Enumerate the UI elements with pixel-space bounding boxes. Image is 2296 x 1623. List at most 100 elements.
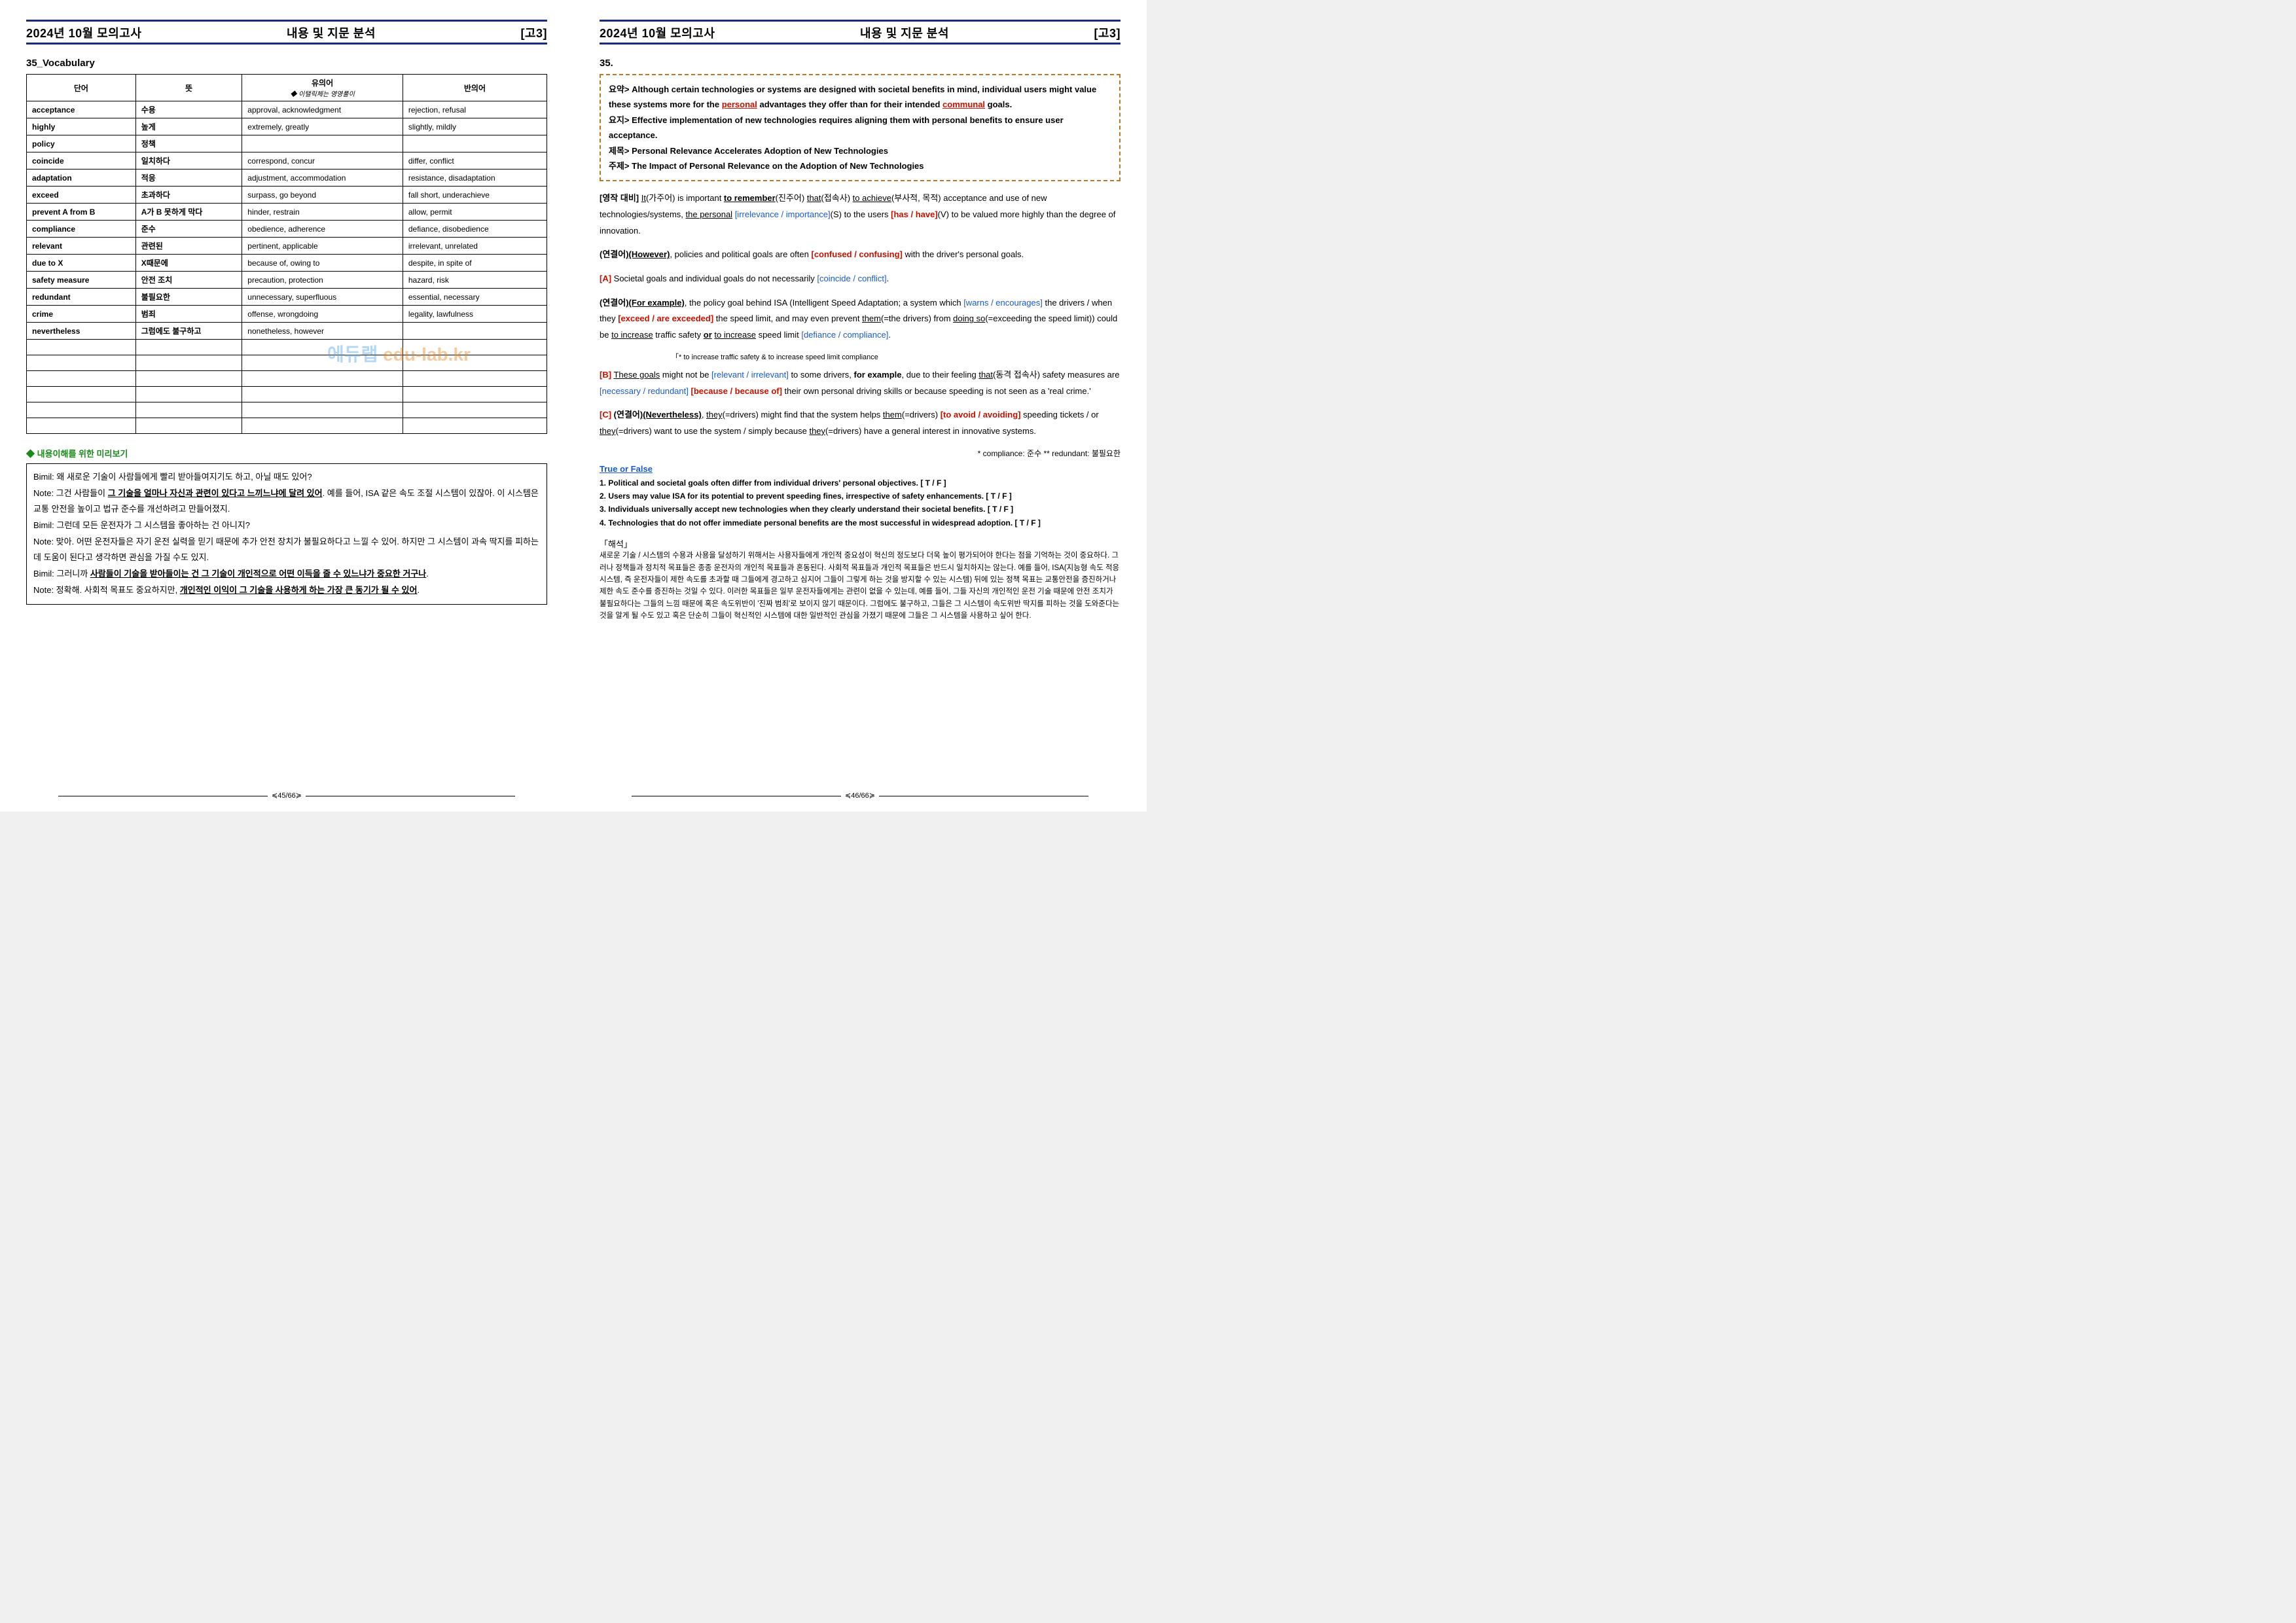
choice: [irrelevance / importance]: [732, 209, 831, 219]
t: (=the drivers) from: [881, 313, 953, 323]
tag: (연결어): [600, 249, 629, 259]
table-cell: 안전 조치: [135, 272, 242, 289]
text: .: [426, 569, 429, 579]
choice-red: [because / because of]: [691, 386, 781, 396]
table-cell: [403, 402, 547, 418]
table-cell: differ, conflict: [403, 152, 547, 169]
header-left: 2024년 10월 모의고사: [600, 24, 715, 41]
choice-red: [confused / confusing]: [811, 249, 902, 259]
watermark-b: edu-lab.kr: [383, 344, 471, 365]
t: might not be: [660, 370, 711, 380]
label: 제목>: [609, 146, 632, 156]
table-cell: nonetheless, however: [242, 323, 403, 340]
choice: [coincide / conflict]: [817, 274, 886, 283]
table-cell: safety measure: [27, 272, 136, 289]
table-cell: prevent A from B: [27, 204, 136, 221]
t: .: [887, 274, 889, 283]
table-cell: hinder, restrain: [242, 204, 403, 221]
t: , the policy goal behind ISA (Intelligen…: [685, 298, 963, 308]
t: (동격 접속사) safety measures are: [993, 370, 1119, 380]
u: It: [641, 193, 646, 203]
t: (접속사): [821, 193, 853, 203]
table-cell: [403, 387, 547, 402]
choice: [defiance / compliance]: [801, 330, 888, 340]
table-cell: [135, 355, 242, 371]
u: the personal: [686, 209, 733, 219]
th-antonym: 반의어: [403, 75, 547, 101]
th-synonym-label: 유의어: [312, 79, 333, 88]
table-cell: adaptation: [27, 169, 136, 187]
paragraph-4: (연결어)(For example), the policy goal behi…: [600, 295, 1121, 344]
summary-line: 제목> Personal Relevance Accelerates Adopt…: [609, 143, 1111, 158]
text: .: [417, 585, 420, 595]
text-emphasis: 개인적인 이익이 그 기술을 사용하게 하는 가장 큰 동기가 될 수 있어: [180, 585, 418, 595]
table-cell: legality, lawfulness: [403, 306, 547, 323]
preview-line: Note: 정확해. 사회적 목표도 중요하지만, 개인적인 이익이 그 기술을…: [33, 582, 540, 599]
header-rule-bottom: [600, 43, 1121, 45]
table-cell: precaution, protection: [242, 272, 403, 289]
table-cell: correspond, concur: [242, 152, 403, 169]
text: goals.: [985, 99, 1012, 109]
summary-line: 요지> Effective implementation of new tech…: [609, 113, 1111, 143]
table-cell: coincide: [27, 152, 136, 169]
label: 요약>: [609, 84, 632, 94]
table-row: highly높게extremely, greatlyslightly, mild…: [27, 118, 547, 135]
b: for example: [854, 370, 902, 380]
header-left: 2024년 10월 모의고사: [26, 24, 141, 41]
table-cell: policy: [27, 135, 136, 152]
table-cell: [403, 418, 547, 434]
t: the speed limit, and may even prevent: [713, 313, 862, 323]
table-row: policy정책: [27, 135, 547, 152]
tag: (연결어): [600, 298, 629, 308]
table-cell: fall short, underachieve: [403, 187, 547, 204]
text: advantages they offer than for their int…: [757, 99, 942, 109]
table-cell: allow, permit: [403, 204, 547, 221]
table-cell: compliance: [27, 221, 136, 238]
tag: [B]: [600, 370, 611, 380]
th-meaning: 뜻: [135, 75, 242, 101]
label: 주제>: [609, 161, 632, 171]
tf-title: True or False: [600, 464, 1121, 474]
table-header-row: 단어 뜻 유의어 ◆ 이탤릭체는 영영풀이 반의어: [27, 75, 547, 101]
t: traffic safety: [653, 330, 704, 340]
table-cell: resistance, disadaptation: [403, 169, 547, 187]
table-cell: offense, wrongdoing: [242, 306, 403, 323]
header-rule-top: [26, 20, 547, 22]
table-cell: due to X: [27, 255, 136, 272]
u: them: [862, 313, 881, 323]
table-cell: [27, 402, 136, 418]
table-cell: [242, 418, 403, 434]
u: to achieve: [853, 193, 891, 203]
paragraph-5: [B] These goals might not be [relevant /…: [600, 367, 1121, 399]
footer: ≼46/66≽: [573, 791, 1147, 800]
page-left: 2024년 10월 모의고사 내용 및 지문 분석 [고3] 35_Vocabu…: [0, 0, 573, 812]
text: The Impact of Personal Relevance on the …: [632, 161, 924, 171]
table-cell: exceed: [27, 187, 136, 204]
table-cell: [403, 135, 547, 152]
table-row: [27, 418, 547, 434]
table-row: [27, 402, 547, 418]
table-cell: highly: [27, 118, 136, 135]
u: them: [883, 410, 902, 419]
table-row: [27, 371, 547, 387]
gloss: * compliance: 준수 ** redundant: 불필요한: [600, 448, 1121, 459]
text: Note: 그건 사람들이: [33, 488, 108, 498]
table-cell: pertinent, applicable: [242, 238, 403, 255]
table-cell: slightly, mildly: [403, 118, 547, 135]
table-cell: 불필요한: [135, 289, 242, 306]
watermark: 에듀랩 edu-lab.kr: [327, 340, 471, 366]
table-cell: [242, 371, 403, 387]
header-right: [고3]: [1094, 24, 1121, 41]
table-cell: 준수: [135, 221, 242, 238]
table-cell: [135, 402, 242, 418]
table-cell: [242, 387, 403, 402]
tag: [C]: [600, 410, 611, 419]
table-row: compliance준수obedience, adherencedefiance…: [27, 221, 547, 238]
table-cell: relevant: [27, 238, 136, 255]
t: to some drivers,: [789, 370, 854, 380]
t: Societal goals and individual goals do n…: [611, 274, 817, 283]
choice-red: [has / have]: [891, 209, 938, 219]
th-synonym-sub: ◆ 이탤릭체는 영영풀이: [247, 88, 397, 98]
text: Personal Relevance Accelerates Adoption …: [632, 146, 888, 156]
paragraph-6: [C] (연결어)(Nevertheless), they(=drivers) …: [600, 407, 1121, 439]
